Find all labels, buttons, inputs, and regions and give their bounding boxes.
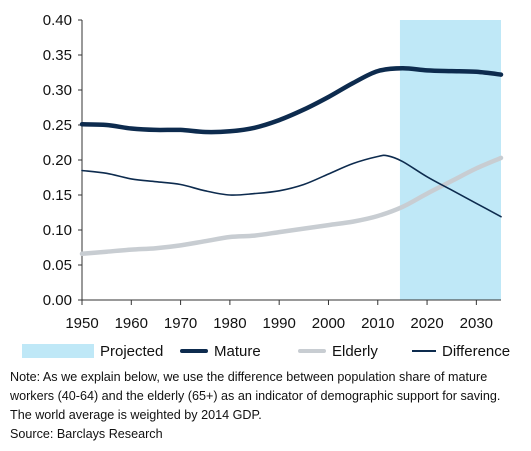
legend-label-projected: Projected: [100, 342, 164, 360]
series-line-mature: [79, 66, 504, 135]
y-tick-label: 0.05: [43, 257, 72, 274]
y-tick-label: 0.00: [43, 292, 72, 309]
chart-note: Note: As we explain below, we use the di…: [10, 368, 522, 444]
legend-label-mature: Mature: [214, 342, 261, 360]
legend-swatch-mature: [180, 349, 208, 353]
y-tick-label: 0.35: [43, 47, 72, 64]
legend-label-difference: Difference: [442, 342, 511, 360]
legend-item-mature: Mature: [180, 340, 261, 362]
line-chart: 0.00 0.05 0.10 0.15 0.20 0.25 0.30 0.35 0.40 1950…: [43, 12, 504, 332]
series-line-difference: [81, 154, 502, 218]
chart-legend: Projected Mature Elderly Difference: [0, 340, 531, 362]
x-tick-label: 1960: [115, 315, 148, 332]
projected-region: [399, 20, 501, 300]
legend-item-projected: Projected: [22, 340, 163, 362]
legend-item-elderly: Elderly: [298, 340, 378, 362]
y-tick-label: 0.25: [43, 117, 72, 134]
y-tick-label: 0.40: [43, 12, 72, 29]
note-text: Note: As we explain below, we use the di…: [10, 370, 501, 422]
x-tick-label: 1950: [65, 315, 98, 332]
legend-label-elderly: Elderly: [332, 342, 378, 360]
x-tick-label: 1980: [213, 315, 246, 332]
x-tick-label: 2030: [460, 315, 493, 332]
legend-item-difference: Difference: [412, 340, 510, 362]
y-tick-label: 0.20: [43, 152, 72, 169]
x-tick-label: 1990: [262, 315, 295, 332]
x-tick-label: 2020: [410, 315, 443, 332]
x-tick-label: 2000: [312, 315, 345, 332]
chart-area: 0.00 0.05 0.10 0.15 0.20 0.25 0.30 0.35 0.40 1950…: [43, 12, 504, 332]
y-tick-label: 0.10: [43, 222, 72, 239]
source-text: Source: Barclays Research: [10, 427, 163, 441]
x-tick-label: 2010: [361, 315, 394, 332]
legend-swatch-elderly: [298, 349, 326, 353]
series-line-elderly: [79, 155, 504, 257]
x-tick-label: 1970: [164, 315, 197, 332]
y-tick-label: 0.15: [43, 187, 72, 204]
legend-swatch-difference: [412, 350, 436, 352]
y-tick-label: 0.30: [43, 82, 72, 99]
legend-swatch-projected: [22, 344, 94, 358]
